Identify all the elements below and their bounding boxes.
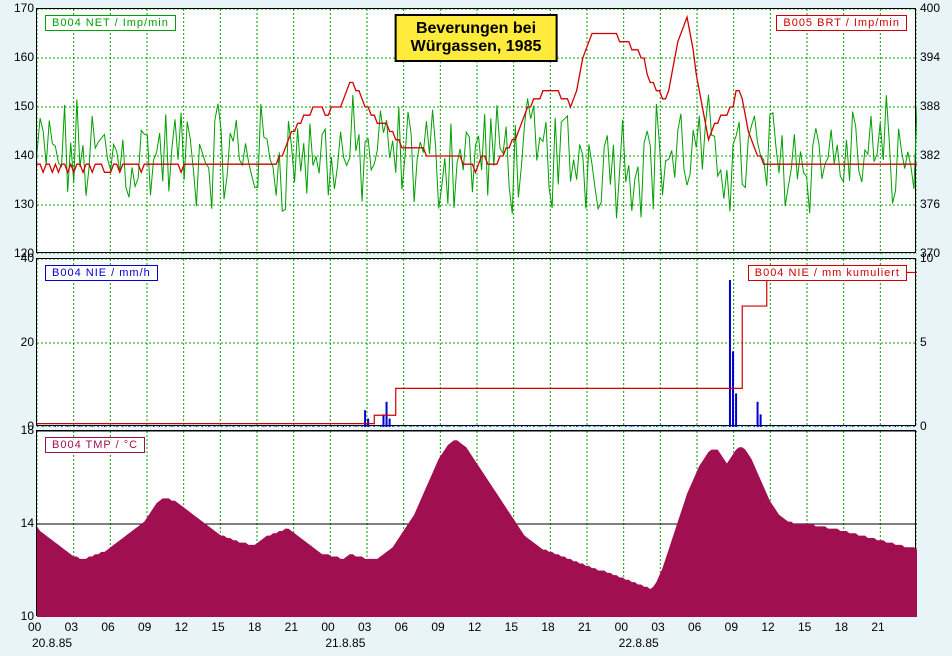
legend-tmp: B004 TMP / °C: [45, 437, 145, 453]
legend-brt: B005 BRT / Imp/min: [776, 15, 907, 31]
legend-net: B004 NET / Imp/min: [45, 15, 176, 31]
legend-nie-rate: B004 NIE / mm/h: [45, 265, 158, 281]
panel-nie: B004 NIE / mm/h B004 NIE / mm kumuliert: [36, 258, 916, 426]
title-text: Beverungen beiWürgassen, 1985: [411, 20, 542, 55]
panel-tmp: B004 TMP / °C: [36, 430, 916, 616]
legend-nie-cum: B004 NIE / mm kumuliert: [748, 265, 907, 281]
chart-title: Beverungen beiWürgassen, 1985: [395, 14, 558, 62]
